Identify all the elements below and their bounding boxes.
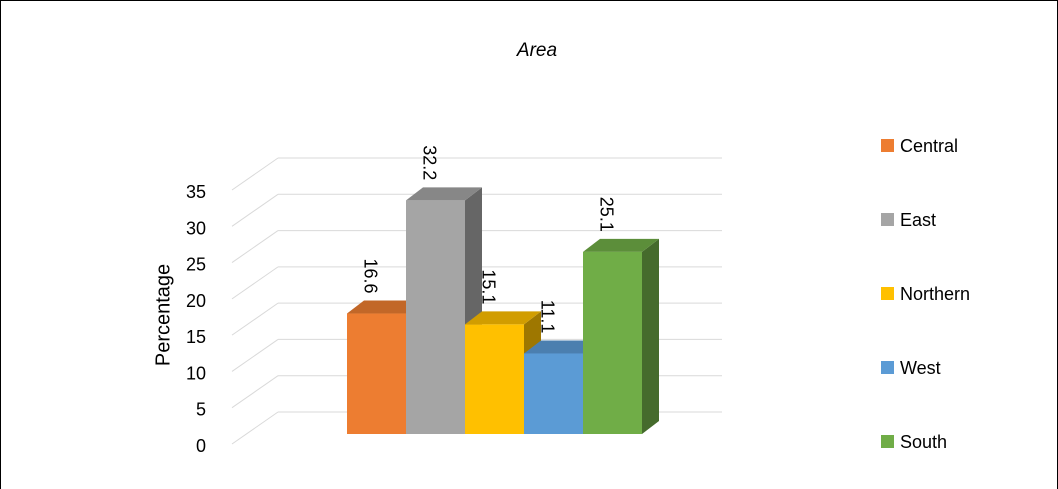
bars [347, 187, 659, 434]
legend-item-south: South [881, 432, 947, 452]
bar-northern [465, 311, 541, 434]
y-tick-label: 20 [186, 291, 206, 311]
y-tick-label: 0 [196, 436, 206, 456]
y-tick-label: 30 [186, 218, 206, 238]
y-axis-label: Percentage [152, 264, 174, 366]
data-label: 32.2 [419, 145, 439, 180]
legend-item-northern: Northern [881, 284, 970, 304]
gridline-diagonal [231, 375, 279, 409]
bar-south [583, 238, 659, 434]
y-tick-label: 10 [186, 363, 206, 383]
legend-label: South [900, 432, 947, 452]
data-label: 16.6 [360, 258, 380, 293]
legend-swatch [881, 139, 894, 152]
y-tick-label: 25 [186, 255, 206, 275]
legend-swatch [881, 435, 894, 448]
legend-label: West [900, 358, 941, 378]
bar-front [347, 313, 406, 434]
legend-item-east: East [881, 210, 936, 230]
gridline-diagonal [231, 193, 279, 227]
legend-swatch [881, 213, 894, 226]
bar-top [524, 340, 600, 354]
legend-item-central: Central [881, 136, 958, 156]
gridline-diagonal [231, 266, 279, 300]
gridline-diagonal [231, 157, 279, 191]
chart-title: Area [516, 40, 557, 61]
data-label: 25.1 [596, 197, 616, 232]
legend-label: Northern [900, 284, 970, 304]
y-tick-label: 15 [186, 327, 206, 347]
bar-top [347, 300, 423, 314]
bar-front [583, 251, 642, 434]
data-label: 11.1 [537, 300, 557, 334]
legend-swatch [881, 287, 894, 300]
bar-top [583, 238, 659, 252]
bar-top [465, 311, 541, 325]
data-label: 15.1 [478, 269, 498, 304]
legend-swatch [881, 361, 894, 374]
y-axis-ticks: 0 5 10 15 20 25 30 35 [186, 182, 206, 456]
bar-front [465, 324, 524, 434]
bar-top [406, 187, 482, 201]
gridline-diagonal [231, 302, 279, 336]
legend: Central East Northern West South [881, 136, 970, 452]
gridline-diagonal [231, 411, 279, 445]
data-labels: 16.6 32.2 15.1 11.1 25.1 [360, 145, 616, 333]
gridline-diagonal [231, 230, 279, 263]
y-tick-label: 35 [186, 182, 206, 202]
y-tick-label: 5 [196, 400, 206, 420]
gridline-diagonal [231, 339, 279, 372]
bar-front [524, 353, 583, 434]
bar-front [406, 200, 465, 434]
legend-label: Central [900, 136, 958, 156]
legend-item-west: West [881, 358, 941, 378]
bar-side [642, 238, 659, 434]
legend-label: East [900, 210, 936, 230]
